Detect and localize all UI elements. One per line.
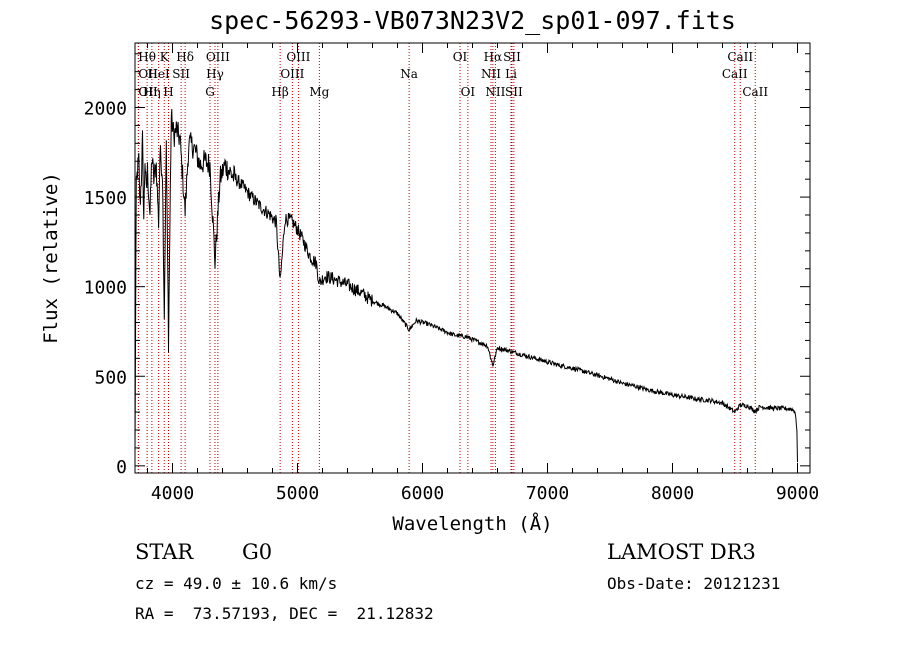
- line-label-16: Na: [400, 67, 418, 81]
- line-label-1: OII: [138, 67, 158, 81]
- line-label-0: Hθ: [138, 50, 156, 64]
- y-tick-label: 500: [94, 367, 127, 388]
- line-label-8: Hδ: [176, 50, 194, 64]
- line-label-23: SII: [503, 50, 521, 64]
- line-label-11: OIII: [206, 50, 230, 64]
- x-tick-label: 6000: [401, 483, 444, 504]
- observation-date: Obs-Date: 20121231: [607, 574, 781, 593]
- line-label-17: OI: [453, 50, 468, 64]
- line-label-20: Hα: [484, 50, 503, 64]
- survey-name: LAMOST DR3: [607, 540, 756, 564]
- line-label-22: Li: [505, 67, 517, 81]
- y-tick-label: 1000: [84, 278, 127, 299]
- line-label-5: K: [160, 50, 170, 64]
- line-label-13: OIII: [280, 67, 304, 81]
- line-label-4: HeI: [147, 67, 170, 81]
- y-tick-label: 0: [116, 457, 127, 478]
- line-label-3: Hη: [143, 85, 161, 99]
- object-subclass: G0: [242, 540, 273, 564]
- plot-frame: [134, 42, 811, 474]
- y-tick-label: 1500: [84, 188, 127, 209]
- line-label-18: OI: [461, 85, 476, 99]
- line-label-24: SII: [505, 85, 523, 99]
- line-label-25: CaII: [722, 67, 748, 81]
- line-label-21: NII: [485, 85, 505, 99]
- line-label-12: Hβ: [271, 85, 288, 99]
- y-axis-label: Flux (relative): [40, 172, 62, 344]
- y-tick-label: 2000: [84, 99, 127, 120]
- line-label-19: NII: [481, 67, 501, 81]
- redshift-velocity: cz = 49.0 ± 10.6 km/s: [135, 574, 338, 593]
- line-label-27: CaII: [742, 85, 768, 99]
- x-axis-label: Wavelength (Å): [392, 512, 552, 535]
- line-label-2: OII: [138, 85, 158, 99]
- line-label-9: G: [205, 85, 215, 99]
- coordinates: RA = 73.57193, DEC = 21.12832: [135, 604, 434, 623]
- line-label-26: CaII: [727, 50, 753, 64]
- x-tick-label: 8000: [651, 483, 694, 504]
- x-tick-label: 5000: [276, 483, 319, 504]
- line-label-10: Hγ: [206, 67, 224, 81]
- object-class: STAR: [135, 540, 194, 564]
- spectrum-line: [134, 108, 798, 463]
- chart-title: spec-56293-VB073N23V2_sp01-097.fits: [209, 6, 736, 35]
- x-tick-label: 7000: [526, 483, 569, 504]
- x-tick-label: 9000: [776, 483, 819, 504]
- line-label-6: H: [163, 85, 173, 99]
- line-label-14: OIII: [286, 50, 310, 64]
- line-label-15: Mg: [309, 85, 329, 99]
- line-label-7: SII: [172, 67, 190, 81]
- x-tick-label: 4000: [151, 483, 194, 504]
